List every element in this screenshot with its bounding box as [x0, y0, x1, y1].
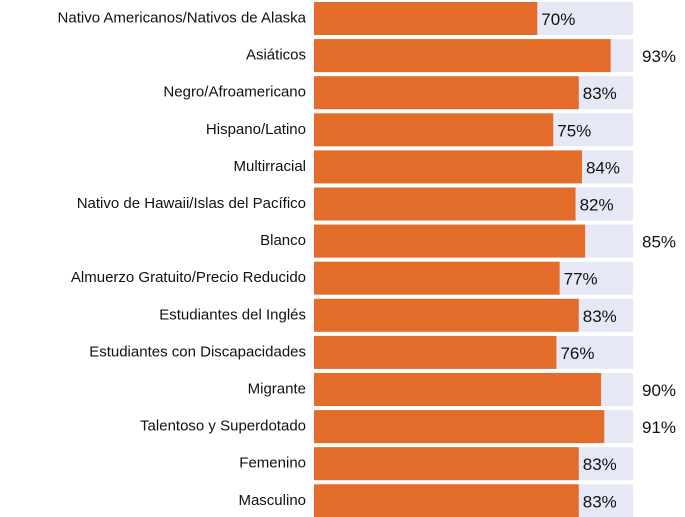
- value-label: 83%: [583, 455, 617, 474]
- value-label: 84%: [586, 158, 620, 177]
- bar: [314, 187, 576, 221]
- bar: [314, 447, 579, 481]
- category-label: Migrante: [248, 380, 306, 397]
- bar: [314, 410, 605, 444]
- value-label: 75%: [557, 121, 591, 140]
- value-label: 83%: [583, 492, 617, 511]
- bar: [314, 484, 579, 517]
- category-label: Femenino: [239, 455, 306, 472]
- category-label: Negro/Afroamericano: [163, 84, 306, 101]
- category-label: Multirracial: [233, 158, 306, 175]
- bar: [314, 2, 538, 35]
- category-label: Estudiantes con Discapacidades: [89, 343, 306, 360]
- bar: [314, 224, 586, 258]
- bar: [314, 76, 579, 110]
- category-label: Blanco: [260, 232, 306, 249]
- value-label: 82%: [580, 195, 614, 214]
- bar: [314, 39, 611, 73]
- category-label: Masculino: [238, 492, 306, 509]
- category-label: Hispano/Latino: [206, 121, 306, 138]
- value-label: 83%: [583, 307, 617, 326]
- bar: [314, 373, 602, 406]
- category-label: Nativo Americanos/Nativos de Alaska: [58, 9, 307, 26]
- bar: [314, 150, 582, 184]
- category-label: Almuerzo Gratuito/Precio Reducido: [71, 269, 306, 286]
- bar: [314, 298, 579, 332]
- value-label: 93%: [642, 47, 676, 66]
- value-label: 76%: [560, 344, 594, 363]
- category-label: Talentoso y Superdotado: [140, 418, 306, 435]
- value-label: 77%: [564, 270, 598, 289]
- bar: [314, 113, 554, 147]
- value-label: 83%: [583, 84, 617, 103]
- value-label: 70%: [541, 10, 575, 29]
- category-label: Nativo de Hawaii/Islas del Pacífico: [77, 195, 306, 212]
- category-label: Estudiantes del Inglés: [159, 306, 306, 323]
- value-label: 90%: [642, 381, 676, 400]
- value-label: 91%: [642, 418, 676, 437]
- category-label: Asiáticos: [246, 47, 306, 64]
- value-label: 85%: [642, 233, 676, 252]
- bar: [314, 261, 560, 295]
- bar: [314, 335, 557, 369]
